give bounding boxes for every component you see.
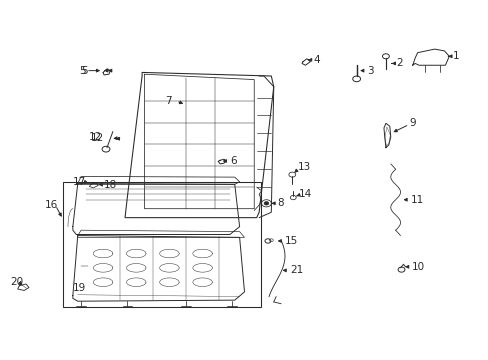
Text: 7: 7 [165, 96, 172, 106]
Text: 14: 14 [299, 189, 312, 199]
Text: 11: 11 [410, 195, 424, 205]
Bar [63, 182, 260, 307]
Text: 21: 21 [289, 265, 303, 275]
Text: 4: 4 [313, 55, 320, 65]
Circle shape [264, 202, 268, 205]
Text: 12: 12 [88, 132, 102, 142]
Text: 15: 15 [284, 236, 297, 246]
Text: 1: 1 [452, 51, 459, 61]
Text: 9: 9 [408, 118, 415, 128]
Text: 19: 19 [73, 283, 86, 293]
Text: 16: 16 [44, 200, 58, 210]
Text: 10: 10 [411, 262, 425, 272]
Text: 18: 18 [104, 180, 117, 190]
Text: 5: 5 [79, 66, 85, 76]
Text: 6: 6 [229, 156, 236, 166]
Text: 12: 12 [91, 133, 104, 143]
Text: 5: 5 [81, 66, 87, 76]
Text: 20: 20 [10, 277, 23, 287]
Text: 17: 17 [73, 177, 86, 187]
Text: 8: 8 [277, 198, 284, 208]
Text: 13: 13 [298, 162, 311, 172]
Text: 3: 3 [366, 66, 373, 76]
Text: 2: 2 [396, 58, 403, 68]
